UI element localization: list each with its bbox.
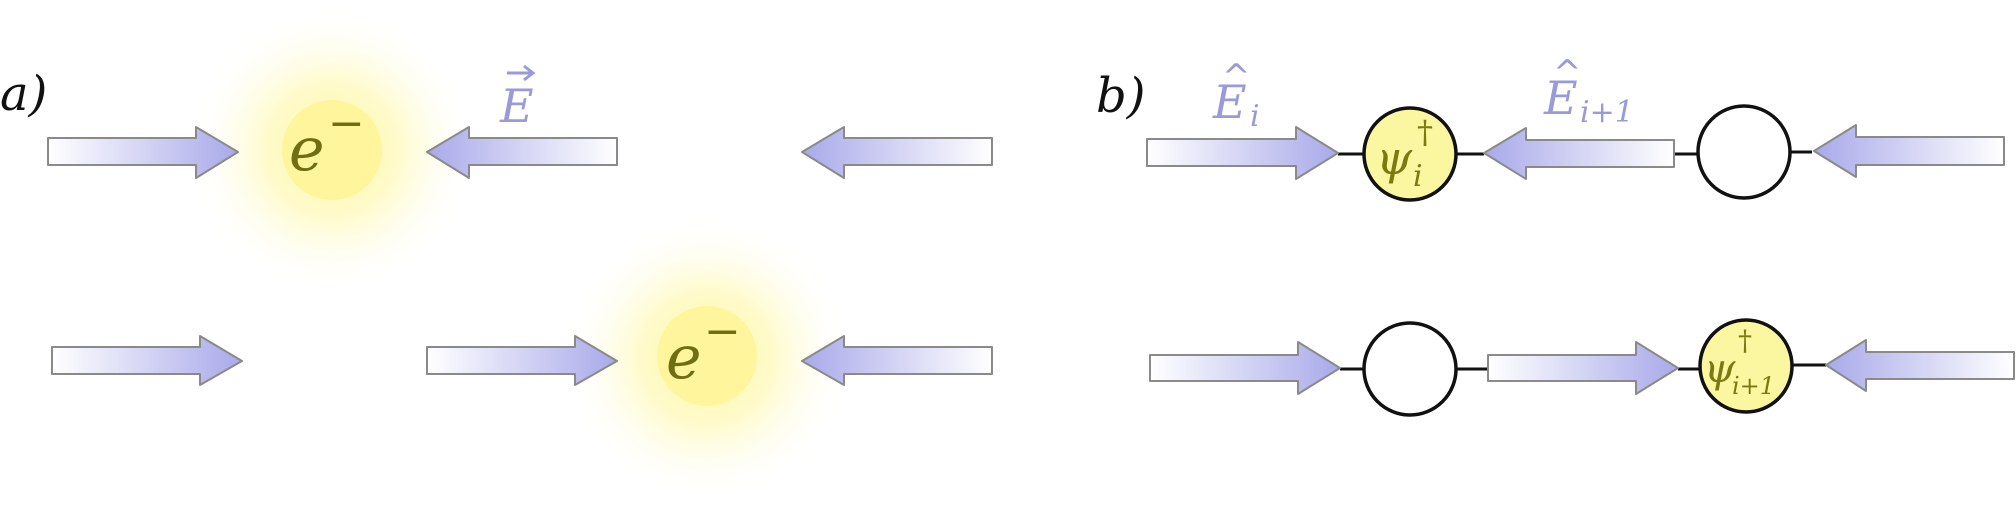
field-arrow-right	[47, 126, 239, 179]
operator-symbol: ψ	[1704, 346, 1736, 392]
lattice-links-bottom	[1340, 363, 1826, 371]
vector-arrow-icon	[507, 64, 536, 82]
field-arrow-left	[801, 335, 993, 386]
field-label-i1-symbol: E	[1543, 71, 1578, 125]
electron-label: e −	[289, 98, 365, 185]
electron-label: e −	[666, 306, 741, 393]
hat-icon: ^	[1222, 57, 1251, 97]
electron-symbol: e	[289, 115, 325, 185]
operator-subscript: i	[1413, 159, 1423, 194]
electron-charge: −	[328, 98, 365, 149]
electron-symbol: e	[666, 323, 702, 393]
field-arrow-left	[1825, 339, 2015, 392]
field-label: E	[499, 79, 534, 133]
field-arrow-left	[1813, 124, 2005, 178]
operator-psi-dagger-i: ψ † i	[1376, 113, 1433, 194]
panel-a-label: a)	[0, 66, 47, 122]
field-arrow-right	[1149, 341, 1341, 395]
lattice-links-top	[1338, 150, 1812, 156]
dagger-icon: †	[1417, 113, 1433, 151]
field-label-i-symbol: E	[1212, 75, 1247, 129]
electron-core	[282, 100, 382, 200]
operator-symbol: ψ	[1376, 131, 1413, 185]
field-arrow-right	[426, 335, 618, 386]
empty-site	[1362, 321, 1458, 417]
field-label-i1: E ^ i+1	[1543, 53, 1634, 130]
electron-core	[657, 306, 757, 406]
occupied-site	[1698, 318, 1794, 414]
field-arrow-left	[1483, 127, 1675, 180]
panel-b-label: b)	[1096, 68, 1145, 124]
dagger-icon: †	[1738, 324, 1752, 357]
hat-icon: ^	[1553, 53, 1582, 93]
occupied-site	[1362, 106, 1458, 202]
empty-site	[1696, 104, 1792, 200]
field-arrow-right	[51, 335, 243, 386]
field-vector-label: E	[499, 64, 536, 133]
field-label-i: E ^ i	[1212, 57, 1260, 134]
operator-psi-dagger-i1: ψ † i+1	[1704, 324, 1775, 400]
field-arrow-left	[801, 126, 993, 179]
operator-subscript: i+1	[1732, 372, 1775, 400]
electron-charge: −	[704, 306, 741, 357]
field-label-i-subscript: i	[1250, 99, 1260, 134]
field-arrow-right	[1487, 341, 1679, 395]
field-label-i1-subscript: i+1	[1580, 95, 1634, 130]
field-arrow-left	[426, 126, 618, 179]
field-arrow-right	[1146, 126, 1339, 180]
